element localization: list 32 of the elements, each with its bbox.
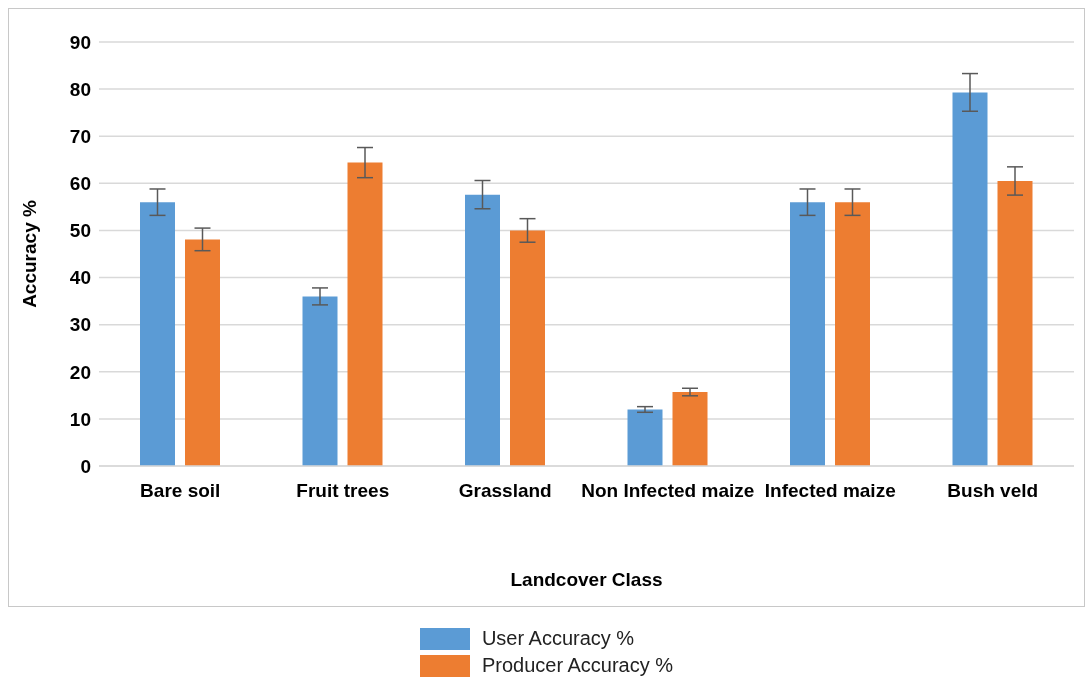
x-tick-label: Bare soil [140,480,221,502]
bar [465,194,500,466]
bar [790,202,825,466]
bar [627,409,663,466]
x-tick-label: Grassland [458,480,552,502]
y-tick-label: 50 [69,220,91,242]
y-tick-label: 60 [69,173,91,195]
y-tick-label: 70 [69,125,91,147]
x-axis-title: Landcover Class [510,569,663,590]
y-tick-label: 20 [69,361,91,383]
bar [140,202,175,466]
bar [185,239,220,466]
y-tick-label: 90 [69,31,91,53]
x-tick-label: Non Infected maize [581,480,755,502]
y-tick-label: 0 [80,455,91,477]
y-tick-label: 10 [69,408,91,430]
x-tick-label: Fruit trees [296,480,390,502]
legend-label: Producer Accuracy % [481,654,674,677]
bar [347,162,383,466]
y-axis-title: Accuracy % [18,200,40,308]
legend-label: User Accuracy % [481,627,635,650]
x-tick-label: Infected maize [764,480,896,502]
x-tick-label: Bush veld [947,480,1039,502]
bar [672,392,708,466]
bar [997,180,1033,466]
y-tick-label: 30 [69,314,91,336]
y-tick-label: 80 [69,78,91,100]
bar [302,296,338,466]
bar [952,92,988,466]
bar [835,202,870,466]
bar [510,230,545,466]
y-tick-label: 40 [69,267,91,289]
